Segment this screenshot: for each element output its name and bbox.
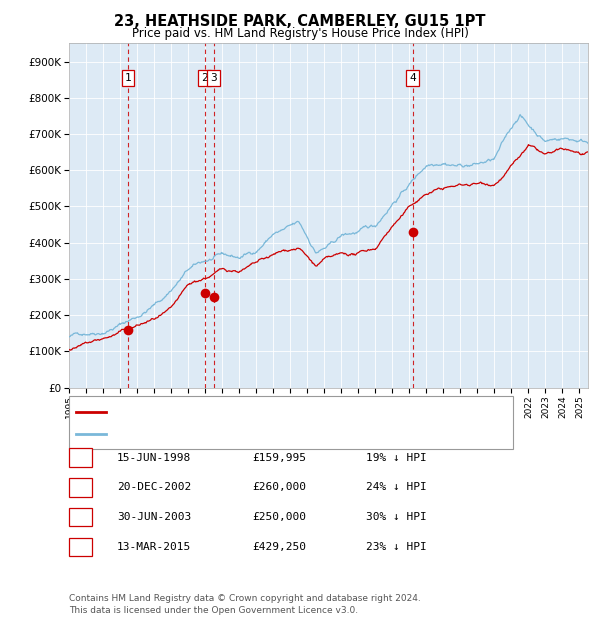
Text: 23, HEATHSIDE PARK, CAMBERLEY, GU15 1PT: 23, HEATHSIDE PARK, CAMBERLEY, GU15 1PT bbox=[114, 14, 486, 29]
Text: 2: 2 bbox=[77, 482, 84, 492]
Text: 3: 3 bbox=[210, 73, 217, 83]
Text: £260,000: £260,000 bbox=[252, 482, 306, 492]
Text: Price paid vs. HM Land Registry's House Price Index (HPI): Price paid vs. HM Land Registry's House … bbox=[131, 27, 469, 40]
Text: HPI: Average price, detached house, Surrey Heath: HPI: Average price, detached house, Surr… bbox=[110, 429, 371, 439]
Text: 20-DEC-2002: 20-DEC-2002 bbox=[117, 482, 191, 492]
Text: 15-JUN-1998: 15-JUN-1998 bbox=[117, 453, 191, 463]
Text: 23, HEATHSIDE PARK, CAMBERLEY, GU15 1PT (detached house): 23, HEATHSIDE PARK, CAMBERLEY, GU15 1PT … bbox=[110, 407, 440, 417]
Text: £159,995: £159,995 bbox=[252, 453, 306, 463]
Text: £429,250: £429,250 bbox=[252, 542, 306, 552]
Text: 30-JUN-2003: 30-JUN-2003 bbox=[117, 512, 191, 522]
Text: 4: 4 bbox=[409, 73, 416, 83]
Text: 1: 1 bbox=[124, 73, 131, 83]
Text: 19% ↓ HPI: 19% ↓ HPI bbox=[366, 453, 427, 463]
Text: 1: 1 bbox=[77, 453, 84, 463]
Text: 3: 3 bbox=[77, 512, 84, 522]
Text: 13-MAR-2015: 13-MAR-2015 bbox=[117, 542, 191, 552]
Text: 2: 2 bbox=[201, 73, 208, 83]
Text: 30% ↓ HPI: 30% ↓ HPI bbox=[366, 512, 427, 522]
Text: £250,000: £250,000 bbox=[252, 512, 306, 522]
Text: 24% ↓ HPI: 24% ↓ HPI bbox=[366, 482, 427, 492]
Text: Contains HM Land Registry data © Crown copyright and database right 2024.
This d: Contains HM Land Registry data © Crown c… bbox=[69, 594, 421, 615]
Text: 23% ↓ HPI: 23% ↓ HPI bbox=[366, 542, 427, 552]
Text: 4: 4 bbox=[77, 542, 84, 552]
